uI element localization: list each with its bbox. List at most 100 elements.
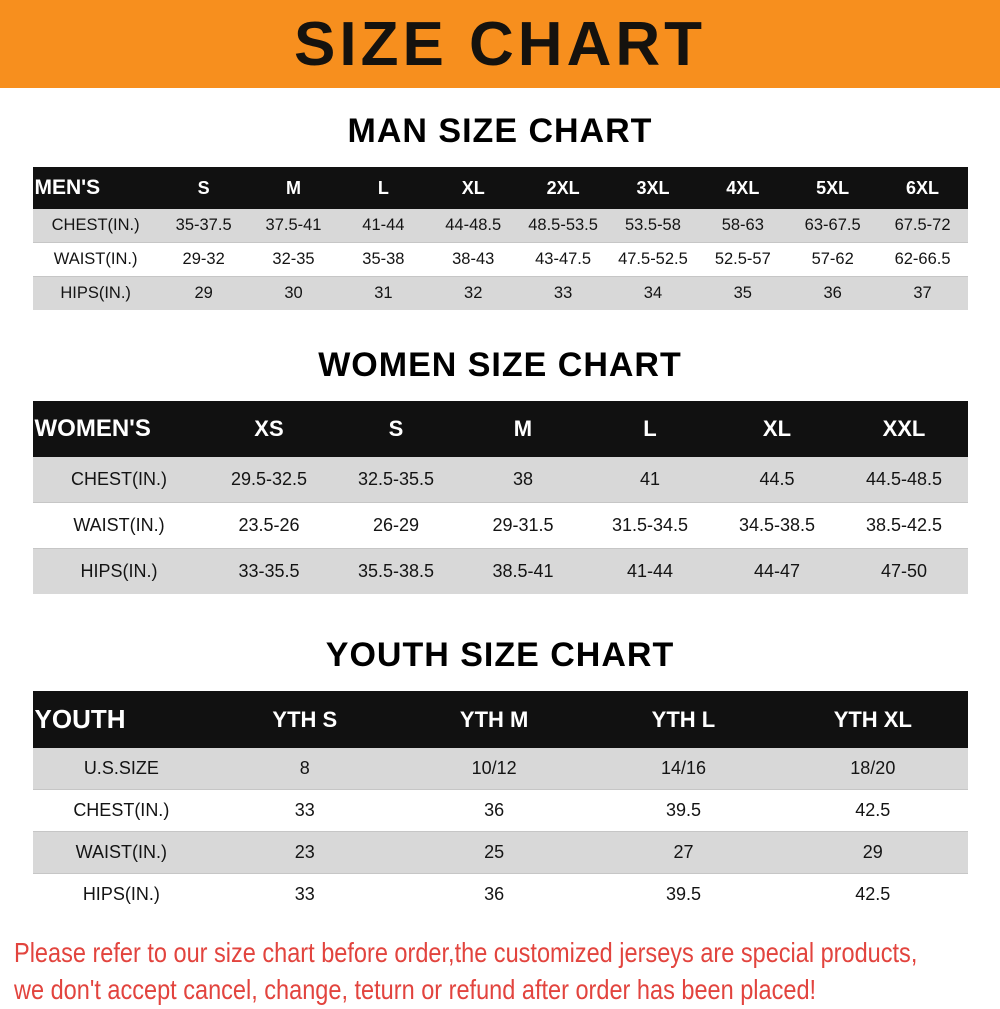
size-value-cell: 48.5-53.5 [528, 216, 598, 234]
size-value-cell: 33 [294, 884, 315, 904]
women-header-row: WOMEN'S XS S M L XL XXL [32, 401, 968, 457]
size-value-cell: 44-47 [753, 561, 800, 581]
row-label-cell: HIPS(IN.) [82, 884, 160, 904]
row-label-cell: CHEST(IN.) [73, 800, 170, 820]
size-value-cell: 32-35 [272, 250, 315, 268]
women-chart-heading: WOMEN SIZE CHART [318, 346, 682, 384]
size-column-header: M [248, 167, 339, 209]
measurement-row: WAIST(IN.) 29-32 32-35 35-38 38-43 43-47.5 47.… [32, 242, 968, 277]
size-column-header: L [586, 401, 714, 457]
size-value-cell: 43-47.5 [535, 250, 592, 268]
measurement-row: CHEST(IN.) 29.5-32.5 32.5-35.5 38 41 44.5 44.5… [32, 457, 968, 503]
men-table-title-cell: MEN'S [32, 167, 159, 209]
size-column-header: 3XL [608, 167, 698, 209]
size-value-cell: 14/16 [660, 758, 706, 778]
size-value-cell: 34 [643, 284, 663, 302]
size-value-cell: 33-35.5 [238, 561, 300, 581]
size-value-cell: 38.5-42.5 [865, 515, 943, 535]
size-value-cell: 39.5 [665, 884, 701, 904]
size-column-header: L [338, 167, 429, 209]
size-value-cell: 35-37.5 [175, 216, 232, 234]
size-value-cell: 52.5-57 [714, 250, 771, 268]
size-value-cell: 33 [553, 284, 573, 302]
measurement-row: HIPS(IN.) 29 30 31 32 33 34 35 36 37 [32, 276, 968, 310]
size-value-cell: 32 [464, 284, 483, 302]
size-value-cell: 36 [823, 284, 842, 302]
size-value-cell: 47-50 [880, 561, 927, 581]
measurement-row: HIPS(IN.) 33 36 39.5 42.5 [32, 873, 968, 916]
size-column-header: XL [428, 167, 519, 209]
size-value-cell: 42.5 [855, 800, 891, 820]
size-value-cell: 44.5 [759, 469, 795, 489]
size-value-cell: 38.5-41 [492, 561, 554, 581]
size-value-cell: 10/12 [471, 758, 517, 778]
disclaimer-line-1: Please refer to our size chart before or… [14, 937, 918, 968]
row-label-cell: U.S.SIZE [83, 758, 159, 778]
size-value-cell: 39.5 [665, 800, 701, 820]
men-size-table: MEN'S S M L XL 2XL 3XL 4XL 5XL 6XL CHEST(IN.) 35-37… [32, 167, 968, 310]
size-value-cell: 29.5-32.5 [230, 469, 307, 489]
size-value-cell: 38 [512, 469, 533, 489]
tables-root: MAN SIZE CHART MEN'S S M L XL 2XL 3XL 4XL 5XL 6XL C… [0, 112, 1000, 915]
size-value-cell: 37 [913, 284, 932, 302]
size-value-cell: 47.5-52.5 [618, 250, 688, 268]
disclaimer-line-2: we don't accept cancel, change, teturn o… [14, 973, 817, 1005]
size-value-cell: 29 [194, 284, 213, 302]
size-value-cell: 57-62 [811, 250, 854, 268]
size-value-cell: 44-48.5 [445, 216, 502, 234]
size-value-cell: 29-31.5 [492, 515, 554, 535]
size-value-cell: 30 [284, 284, 303, 302]
size-column-header: YTH XL [778, 691, 968, 748]
size-column-header: YTH M [399, 691, 589, 748]
youth-chart-heading: YOUTH SIZE CHART [325, 636, 675, 674]
size-value-cell: 36 [484, 800, 505, 820]
size-value-cell: 31.5-34.5 [611, 515, 688, 535]
row-label-cell: CHEST(IN.) [70, 469, 167, 489]
size-value-cell: 33 [294, 800, 315, 820]
men-header-row: MEN'S S M L XL 2XL 3XL 4XL 5XL 6XL [32, 167, 968, 209]
size-column-header: S [158, 167, 249, 209]
size-value-cell: 35.5-38.5 [357, 561, 434, 581]
measurement-row: U.S.SIZE 8 10/12 14/16 18/20 [32, 748, 968, 790]
size-value-cell: 35 [733, 284, 752, 302]
size-value-cell: 37.5-41 [265, 216, 322, 234]
men-size-section: MAN SIZE CHART MEN'S S M L XL 2XL 3XL 4XL 5XL 6XL C… [0, 112, 1000, 310]
row-label-cell: WAIST(IN.) [75, 842, 167, 862]
size-column-header: 6XL [877, 167, 968, 209]
size-value-cell: 18/20 [850, 758, 896, 778]
size-column-header: S [332, 401, 460, 457]
size-value-cell: 38-43 [452, 250, 495, 268]
size-value-cell: 41-44 [626, 561, 673, 581]
youth-size-table: YOUTH YTH S YTH M YTH L YTH XL U.S.SIZE 8 10/12… [32, 691, 968, 916]
row-label-cell: HIPS(IN.) [80, 561, 158, 581]
size-value-cell: 25 [484, 842, 505, 862]
women-size-section: WOMEN SIZE CHART WOMEN'S XS S M L XL XXL CHEST(I… [0, 346, 1000, 594]
size-value-cell: 32.5-35.5 [357, 469, 434, 489]
measurement-row: CHEST(IN.) 33 36 39.5 42.5 [32, 789, 968, 832]
size-value-cell: 53.5-58 [624, 216, 681, 234]
size-column-header: 2XL [518, 167, 609, 209]
women-size-table: WOMEN'S XS S M L XL XXL CHEST(IN.) 29.5-32.5 32.5… [32, 401, 968, 594]
size-value-cell: 41 [639, 469, 660, 489]
disclaimer: Please refer to our size chart before or… [14, 935, 986, 1009]
size-value-cell: 58-63 [721, 216, 764, 234]
measurement-row: CHEST(IN.) 35-37.5 37.5-41 41-44 44-48.5 48.5… [32, 209, 968, 243]
size-value-cell: 42.5 [855, 884, 891, 904]
size-value-cell: 23.5-26 [238, 515, 300, 535]
size-value-cell: 41-44 [362, 216, 405, 234]
size-column-header: 5XL [787, 167, 878, 209]
size-value-cell: 29 [862, 842, 883, 862]
size-value-cell: 44.5-48.5 [865, 469, 943, 489]
youth-table-title-cell: YOUTH [32, 691, 211, 748]
size-value-cell: 27 [673, 842, 694, 862]
measurement-row: WAIST(IN.) 23.5-26 26-29 29-31.5 31.5-34.5 34… [32, 502, 968, 549]
size-value-cell: 29-32 [182, 250, 225, 268]
size-column-header: 4XL [697, 167, 788, 209]
measurement-row: HIPS(IN.) 33-35.5 35.5-38.5 38.5-41 41-44 44-… [32, 548, 968, 594]
size-value-cell: 34.5-38.5 [738, 515, 815, 535]
size-column-header: YTH L [588, 691, 779, 748]
size-value-cell: 23 [294, 842, 315, 862]
size-column-header: XS [205, 401, 333, 457]
banner: SIZE CHART [0, 0, 1000, 88]
